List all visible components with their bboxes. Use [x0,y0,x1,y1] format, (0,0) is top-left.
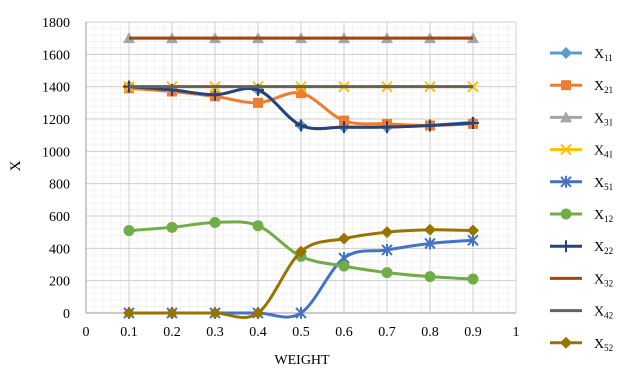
data-point-x22 [295,119,307,132]
data-point-x21 [253,97,263,108]
y-tick-label: 1400 [42,81,70,96]
y-axis-label: X [8,160,24,171]
legend-label-x22: X22 [594,240,613,256]
legend-entry-x52: X52 [550,336,613,353]
data-point-x22 [381,121,393,134]
x-tick-label: 0.6 [335,325,353,340]
data-point-x52 [252,307,264,319]
data-point-x21 [296,88,306,99]
legend-label-x51: X51 [594,176,613,192]
data-point-x12 [338,260,350,272]
data-point-x12 [424,271,436,283]
legend-label-x11: X11 [594,47,613,63]
data-point-x52 [338,232,350,245]
legend-marker [560,240,572,253]
legend-entry-x21: X21 [550,79,613,95]
series-lines [123,32,479,319]
data-point-x12 [166,221,178,233]
data-point-x22 [467,117,479,130]
data-point-x52 [381,226,393,239]
legend-entry-x11: X11 [550,47,613,63]
legend-marker [561,80,571,91]
y-tick-label: 800 [49,178,70,193]
data-point-x51 [381,243,393,256]
data-point-x21 [339,115,349,126]
data-point-x12 [252,220,264,232]
x-tick-label: 0.9 [464,325,482,340]
legend-label-x21: X21 [594,79,613,95]
legend-marker [560,143,572,156]
data-point-x22 [424,119,436,132]
x-tick-label: 0.3 [206,325,224,340]
data-point-x52 [467,224,479,237]
legend-entry-x51: X51 [550,175,613,192]
x-tick-label: 0.7 [378,325,396,340]
data-point-x52 [209,307,221,319]
legend-marker [560,208,572,220]
legend-entry-x31: X31 [550,111,613,127]
data-point-x12 [467,273,479,285]
y-tick-label: 200 [49,275,70,290]
legend-label-x32: X32 [594,272,613,288]
legend-marker [560,111,572,123]
y-tick-label: 0 [63,307,70,322]
data-point-x52 [123,307,135,319]
legend-entry-x22: X22 [550,240,613,256]
x-tick-label: 0.2 [163,325,181,340]
legend-marker [560,336,572,349]
legend-entry-x12: X12 [550,208,613,224]
data-point-x52 [166,307,178,319]
legend-marker [560,47,572,59]
legend-label-x52: X52 [594,337,613,353]
legend-label-x42: X42 [594,305,613,321]
data-point-x52 [295,245,307,258]
y-tick-label: 1600 [42,48,70,63]
data-point-x52 [424,223,436,236]
legend-label-x12: X12 [594,208,613,224]
x-axis-label: WEIGHT [274,353,330,368]
data-point-x12 [123,225,135,237]
x-tick-label: 0.5 [292,325,310,340]
data-point-x22 [209,88,221,101]
legend-entry-x41: X41 [550,144,613,160]
x-tick-label: 0.1 [120,325,138,340]
data-point-x22 [338,121,350,134]
y-tick-label: 400 [49,242,70,257]
x-tick-label: 0.8 [421,325,439,340]
y-tick-label: 1800 [42,16,70,31]
legend-entry-x42: X42 [550,305,613,321]
gridlines [85,21,517,314]
legend-marker [560,175,572,188]
legend-entry-x32: X32 [550,272,613,288]
data-point-x51 [295,307,307,319]
y-tick-label: 1000 [42,145,70,160]
data-point-x12 [209,216,221,228]
legend-label-x41: X41 [594,144,613,160]
x-tick-label: 0 [83,325,90,340]
legend-label-x31: X31 [594,111,613,127]
data-point-x51 [424,237,436,250]
x-tick-label: 1 [513,325,520,340]
series-x52 [123,223,479,319]
y-tick-label: 600 [49,210,70,225]
y-tick-label: 1200 [42,113,70,128]
axes: 0 200 400 600 800 1000 1200 1400 1600 1800 0 0.1 0.2… [42,16,520,340]
legend: X11 X21 X31 X41 X51 X12 X22 X32 X42 X52 [550,47,613,353]
x-tick-label: 0.4 [249,325,267,340]
data-point-x12 [381,267,393,279]
